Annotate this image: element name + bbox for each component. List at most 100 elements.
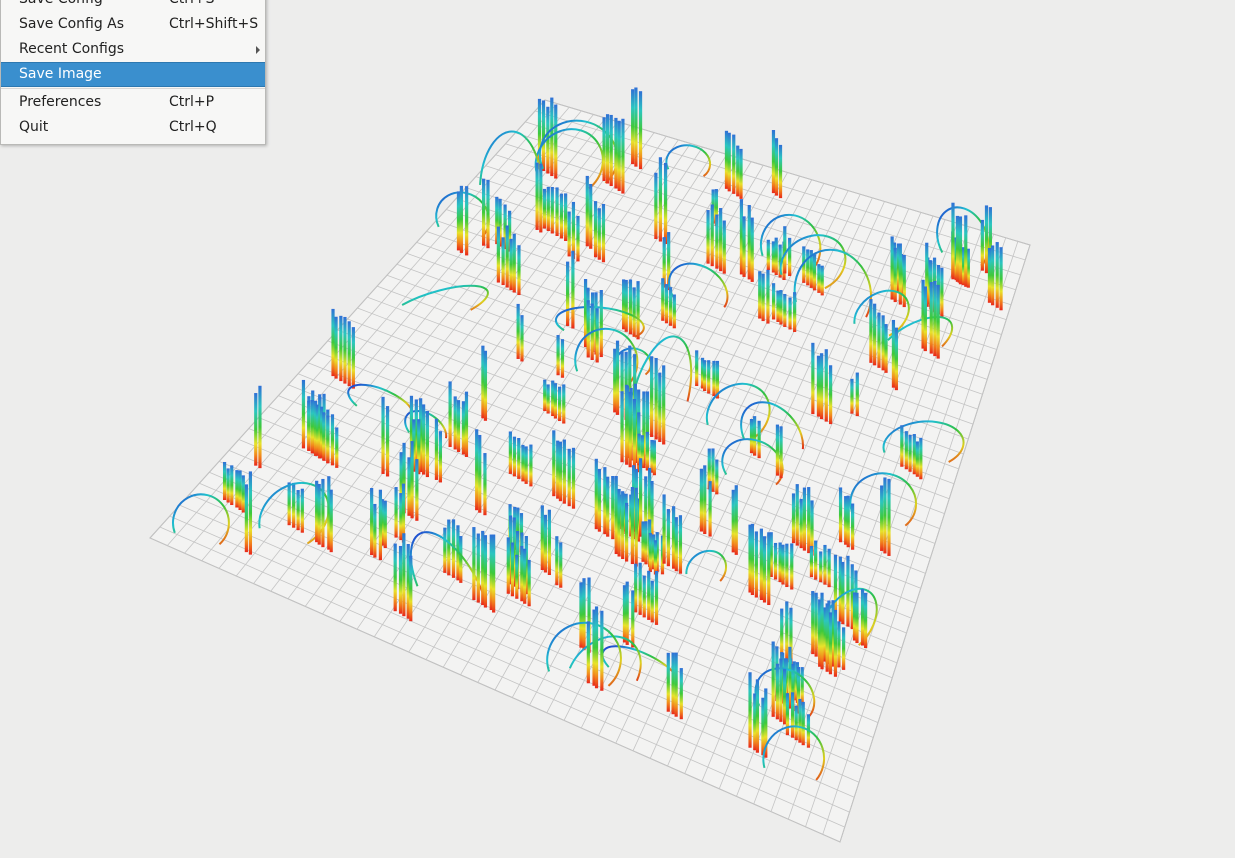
trajectory-arc: [793, 248, 872, 318]
point-column: [625, 384, 629, 465]
point-column: [554, 104, 558, 179]
point-column: [459, 536, 463, 583]
trajectory: [631, 335, 693, 402]
point-column: [828, 612, 833, 675]
point-column: [958, 216, 963, 285]
menu-item[interactable]: Save Config Ctrl+S: [1, 0, 265, 12]
point-column: [658, 157, 663, 242]
point-column: [587, 577, 591, 653]
grid-line: [199, 482, 864, 768]
point-column: [571, 250, 575, 329]
object-cluster: [315, 476, 333, 553]
menu-item[interactable]: Recent Configs: [1, 37, 265, 62]
object-cluster: [769, 532, 794, 590]
point-column: [662, 365, 666, 445]
object-cluster: [780, 601, 793, 665]
point-column: [873, 303, 877, 366]
point-column: [779, 426, 783, 479]
point-column: [880, 485, 884, 551]
object-cluster: [634, 562, 659, 625]
object-cluster: [850, 372, 859, 417]
point-column: [562, 384, 566, 424]
point-column: [370, 488, 374, 556]
grid-line: [189, 493, 860, 783]
object-cluster: [448, 381, 469, 457]
menu-item-highlighted[interactable]: Save Image: [1, 62, 265, 87]
point-column: [636, 281, 640, 340]
object-cluster: [818, 592, 838, 677]
point-column: [753, 416, 757, 456]
point-column: [552, 430, 556, 497]
point-column: [864, 592, 868, 649]
point-column: [791, 663, 795, 712]
grid-line: [701, 215, 934, 782]
point-column: [543, 514, 548, 573]
point-column: [331, 308, 335, 377]
menu-shortcut: Ctrl+P: [169, 94, 215, 110]
point-column: [841, 561, 845, 625]
point-column: [919, 437, 923, 480]
point-column: [739, 199, 744, 275]
object-cluster: [771, 283, 797, 332]
object-cluster: [535, 162, 543, 233]
point-column: [456, 400, 461, 452]
object-cluster: [602, 114, 625, 194]
point-column: [617, 488, 621, 557]
object-cluster: [579, 577, 591, 653]
trajectory-arc: [853, 289, 910, 337]
menu-item[interactable]: Quit Ctrl+Q: [1, 115, 265, 140]
point-column: [556, 335, 560, 376]
trajectory: [793, 248, 872, 318]
object-cluster: [381, 396, 390, 477]
point-column: [966, 248, 970, 288]
point-column: [443, 527, 447, 573]
point-column: [711, 448, 715, 492]
menu-item[interactable]: Save Config As Ctrl+Shift+S: [1, 12, 265, 37]
point-column: [558, 386, 562, 422]
point-column: [515, 554, 519, 599]
point-column: [637, 433, 641, 466]
object-cluster: [661, 278, 676, 329]
menu-item[interactable]: Preferences Ctrl+P: [1, 90, 265, 115]
point-column: [300, 488, 304, 533]
point-column: [614, 117, 618, 189]
point-column: [710, 204, 714, 267]
point-column: [912, 434, 916, 475]
point-column: [414, 399, 418, 470]
point-column: [734, 485, 738, 555]
point-column: [809, 545, 814, 578]
point-column: [495, 196, 499, 245]
point-column: [551, 380, 555, 417]
point-column: [869, 299, 873, 363]
point-clouds: [172, 87, 1003, 781]
object-cluster: [516, 303, 524, 362]
trajectory: [574, 327, 639, 385]
menu-shortcut: Ctrl+S: [169, 0, 215, 12]
point-column: [748, 524, 752, 593]
object-cluster: [508, 431, 533, 487]
point-column: [638, 91, 643, 170]
menu-shortcut: Ctrl+Shift+S: [169, 16, 259, 32]
point-column: [995, 242, 999, 308]
trajectory: [887, 316, 954, 348]
point-column: [664, 284, 669, 324]
point-column: [498, 198, 502, 247]
point-column: [961, 247, 965, 286]
point-column: [781, 652, 785, 704]
point-column: [486, 179, 490, 249]
point-column: [419, 398, 423, 473]
object-cluster: [370, 488, 383, 561]
point-column: [719, 208, 723, 272]
object-cluster: [472, 527, 496, 613]
point-column: [727, 132, 731, 192]
point-column: [319, 406, 324, 458]
point-column: [512, 233, 516, 293]
object-cluster: [319, 406, 339, 468]
point-column: [634, 87, 638, 167]
point-column: [722, 220, 726, 274]
object-cluster: [594, 458, 615, 540]
point-column: [617, 120, 621, 192]
grid-line: [347, 318, 936, 544]
grid-line: [770, 230, 982, 812]
point-column: [678, 515, 683, 574]
